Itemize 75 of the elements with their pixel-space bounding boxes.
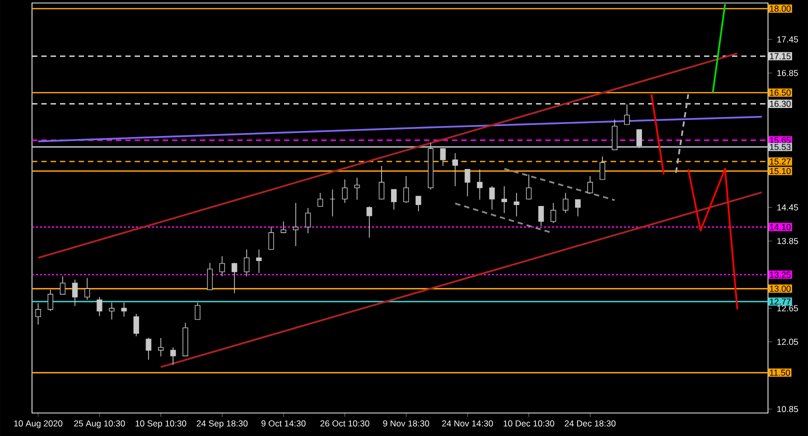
candlestick: [35, 302, 41, 325]
candlestick: [108, 302, 115, 320]
candlestick: [403, 176, 409, 204]
x-tick-label: 10 Aug 2020: [14, 420, 62, 428]
candlestick: [514, 192, 520, 217]
x-tick-label: 24 Nov 14:30: [442, 420, 493, 426]
candlestick: [244, 249, 250, 277]
x-tick-label: 10 Sep 10:30: [136, 420, 186, 428]
ref-line-label: 16.50: [770, 90, 791, 96]
x-tick-label: 9 Oct 14:30: [261, 420, 306, 426]
candlestick: [452, 152, 458, 187]
ref-line-label: 17.15: [770, 53, 791, 60]
candlestick: [96, 296, 102, 316]
line-series: [687, 168, 738, 310]
candlestick: [342, 179, 348, 204]
x-tick-label: 24 Dec 18:30: [564, 420, 616, 426]
ref-line-label: 16.30: [770, 100, 791, 107]
candlestick: [538, 206, 544, 226]
candlestick: [121, 302, 127, 318]
ref-line-label: 11.50: [770, 370, 790, 376]
candlestick: [501, 186, 508, 214]
ref-line-label: 15.10: [770, 168, 791, 174]
ref-line-label: 15.53: [770, 144, 791, 150]
candlestick: [526, 174, 532, 200]
x-tick-label: 25 Aug 10:30: [74, 420, 125, 428]
ref-line-label: 15.27: [770, 158, 791, 165]
candlestick: [464, 168, 470, 197]
candlestick: [84, 278, 90, 300]
candlestick: [158, 338, 164, 357]
candlestick: [550, 202, 556, 224]
ref-line-label: 14.10: [770, 224, 791, 230]
candlestick: [232, 262, 238, 294]
candlestick: [146, 338, 152, 360]
candlestick: [292, 202, 299, 246]
y-tick-label: 17.45: [777, 36, 798, 42]
x-tick-label: 26 Oct 10:30: [320, 420, 370, 426]
candlestick: [219, 256, 225, 277]
candlestick: [562, 192, 568, 214]
candlestick: [207, 262, 213, 290]
ref-line-label: 12.77: [770, 298, 791, 305]
y-tick-label: 16.85: [777, 70, 798, 76]
candlestick: [72, 279, 78, 306]
candlestick: [354, 177, 360, 200]
y-tick-label: 12.05: [777, 338, 798, 345]
candlestick: [600, 156, 606, 180]
candlestick: [624, 104, 630, 125]
y-tick-label: 13.85: [777, 238, 798, 244]
y-tick-label: 12.65: [777, 305, 798, 312]
candlestick: [194, 302, 200, 320]
ref-line-label: 18.00: [770, 6, 791, 12]
candlestick: [587, 176, 593, 194]
candlestick: [330, 189, 336, 217]
candlestick: [317, 192, 324, 207]
candlestick: [268, 226, 274, 250]
candlestick: [575, 199, 581, 217]
candlestick: [476, 168, 483, 200]
x-tick-label: 24 Sep 18:30: [196, 420, 248, 428]
candlestick: [391, 189, 397, 210]
x-tick-label: 9 Nov 18:30: [383, 420, 430, 426]
candlestick: [416, 196, 422, 212]
candlestick: [60, 276, 66, 295]
ref-line-label: 15.65: [770, 137, 791, 144]
candlestick: [48, 289, 54, 312]
candlestick: [489, 186, 495, 210]
candlestick: [305, 208, 311, 234]
candlestick: [366, 206, 372, 238]
candlestick: [256, 249, 262, 274]
y-tick-label: 10.85: [777, 406, 798, 412]
candlestick: [378, 166, 384, 200]
candlestick: [170, 347, 176, 366]
ref-line-label: 13.00: [770, 286, 791, 292]
y-tick-label: 14.45: [777, 204, 798, 210]
ref-line-label: 13.25: [770, 272, 791, 278]
candlestick: [133, 313, 140, 337]
x-tick-label: 10 Dec 10:30: [504, 420, 554, 426]
